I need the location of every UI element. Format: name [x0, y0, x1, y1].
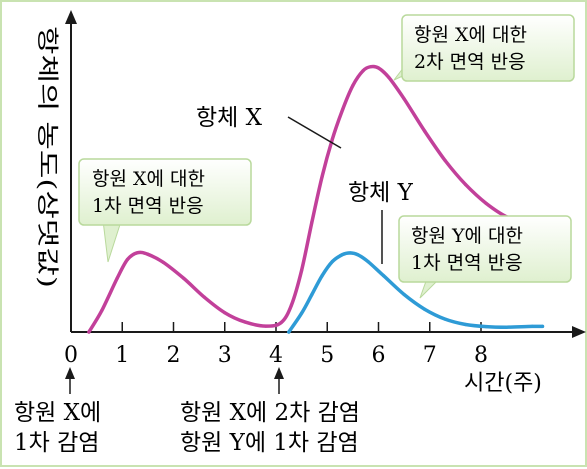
data-point-antibody-x-7: [182, 276, 186, 280]
data-point-antibody-y-4: [330, 259, 334, 264]
data-point-antibody-x-2: [115, 276, 119, 280]
data-point-antibody-y-13: [464, 322, 468, 327]
data-point-antibody-y-1: [300, 311, 304, 315]
event-note-week0-line1: 항원 X에: [14, 400, 101, 426]
callout-x-secondary-line1: 항원 X에 대한: [414, 24, 527, 46]
data-point-antibody-x-3: [125, 258, 129, 262]
callout-x-primary-line2: 1차 면역 반응: [92, 195, 204, 217]
y-axis-title: 항체의 농도(상댓값): [34, 26, 59, 288]
data-point-antibody-y-6: [348, 251, 352, 255]
data-point-antibody-x-23: [387, 75, 391, 79]
x-tick-label-2: 2: [167, 343, 181, 368]
data-point-antibody-y-7: [356, 253, 360, 257]
data-point-antibody-y-2: [310, 292, 314, 297]
y-axis-arrowhead: [65, 10, 77, 24]
event-arrow-week4: [274, 367, 284, 379]
series-line-antibody-y: [287, 251, 545, 334]
data-point-antibody-x-19: [351, 83, 355, 88]
data-point-antibody-x-16: [320, 174, 324, 179]
data-point-antibody-x-0: [87, 330, 91, 334]
data-point-antibody-x-8: [202, 295, 206, 299]
event-note-week4-line2: 항원 Y에 1차 감염: [180, 430, 359, 456]
data-point-antibody-x-11: [264, 324, 268, 328]
data-point-antibody-y-3: [320, 274, 324, 278]
data-point-antibody-y-12: [443, 317, 447, 321]
data-point-antibody-x-5: [146, 252, 150, 256]
data-point-antibody-x-15: [310, 220, 314, 224]
data-point-antibody-x-17: [330, 137, 334, 141]
data-point-antibody-y-11: [423, 307, 427, 311]
callout-x-secondary-response: 항원 X에 대한 2차 면역 반응: [393, 14, 575, 82]
callout-x-primary-line1: 항원 X에 대한: [92, 168, 205, 190]
data-point-antibody-x-28: [484, 201, 488, 205]
data-point-antibody-x-6: [161, 260, 165, 264]
data-point-antibody-x-25: [423, 129, 427, 133]
series-label-antibody-x-leader: [287, 116, 342, 149]
x-tick-label-0: 0: [64, 343, 78, 368]
event-note-week0-line2: 1차 감염: [14, 430, 99, 456]
data-point-antibody-x-24: [402, 97, 406, 101]
callout-y-primary-line1: 항원 Y에 대한: [411, 225, 523, 247]
x-tick-label-1: 1: [115, 343, 129, 368]
series-label-antibody-x: 항체 X: [196, 105, 263, 131]
data-point-antibody-y-17: [540, 324, 545, 328]
data-point-antibody-x-27: [464, 183, 468, 187]
data-point-antibody-x-26: [443, 158, 447, 163]
data-point-antibody-x-14: [300, 268, 304, 272]
data-point-antibody-y-0: [287, 330, 291, 334]
callout-y-primary-response: 항원 Y에 대한 1차 면역 반응: [398, 215, 572, 299]
data-point-antibody-x-22: [376, 66, 381, 70]
x-tick-label-5: 5: [320, 343, 334, 368]
data-point-antibody-y-5: [341, 252, 345, 257]
series-label-antibody-y: 항체 Y: [348, 180, 414, 206]
x-axis-title: 시간(주): [464, 371, 542, 396]
data-point-antibody-x-21: [369, 65, 373, 69]
data-point-antibody-x-9: [223, 311, 227, 315]
event-arrow-week0: [65, 367, 75, 379]
data-point-antibody-x-12: [279, 321, 283, 325]
data-point-antibody-y-15: [505, 325, 509, 329]
x-tick-label-3: 3: [218, 343, 232, 368]
data-point-antibody-x-18: [341, 107, 345, 112]
data-point-antibody-y-14: [484, 325, 488, 329]
data-point-antibody-y-10: [402, 292, 406, 297]
data-point-antibody-x-13: [289, 303, 293, 307]
data-point-antibody-x-10: [243, 320, 247, 324]
x-tick-label-7: 7: [423, 343, 437, 368]
callout-y-primary-line2: 1차 면역 반응: [411, 252, 523, 274]
data-point-antibody-y-9: [382, 274, 386, 278]
data-point-antibody-x-4: [136, 251, 140, 255]
callout-x-primary-response: 항원 X에 대한 1차 면역 반응: [78, 158, 252, 263]
data-point-antibody-y-8: [366, 260, 370, 264]
x-tick-label-4: 4: [269, 343, 283, 368]
x-tick-label-8: 8: [474, 343, 488, 368]
data-point-antibody-x-20: [361, 69, 365, 73]
data-point-antibody-x-1: [100, 308, 104, 313]
x-tick-label-6: 6: [372, 343, 386, 368]
event-note-week4-line1: 항원 X에 2차 감염: [180, 400, 360, 426]
callout-x-secondary-line2: 2차 면역 반응: [414, 51, 526, 73]
x-axis-arrowhead: [572, 326, 586, 338]
data-point-antibody-y-16: [530, 324, 534, 328]
